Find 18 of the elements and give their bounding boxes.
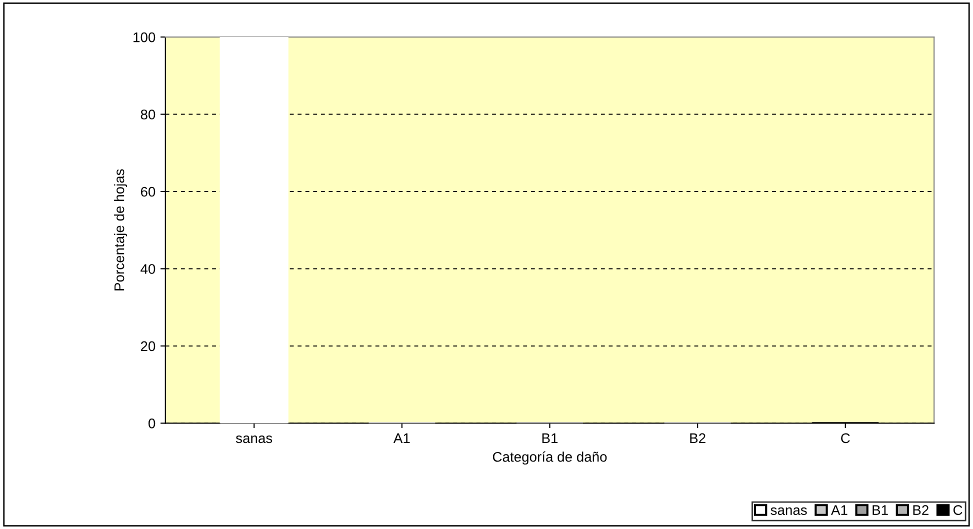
y-tick-label: 40	[140, 264, 156, 274]
y-tick-label: 100	[134, 32, 156, 42]
legend-label: sanas	[770, 507, 807, 515]
x-axis-title: Categoría de daño	[492, 451, 607, 465]
x-tick-label: sanas	[236, 436, 272, 444]
legend-label: B2	[913, 505, 928, 515]
y-axis-title: Porcentaje de hojas	[114, 169, 127, 290]
y-tick-label: 0	[148, 418, 156, 428]
legend-label: A1	[830, 505, 848, 515]
y-tick-label: 80	[140, 110, 156, 120]
legend-label: C	[953, 505, 962, 515]
legend-label: B1	[872, 505, 888, 515]
x-tick-label: A1	[393, 433, 410, 443]
y-tick-label: 20	[140, 341, 156, 352]
y-tick-label: 60	[140, 186, 156, 197]
x-tick-label: B2	[690, 433, 706, 443]
x-tick-label: B1	[542, 433, 558, 443]
x-tick-label: C	[841, 433, 850, 444]
